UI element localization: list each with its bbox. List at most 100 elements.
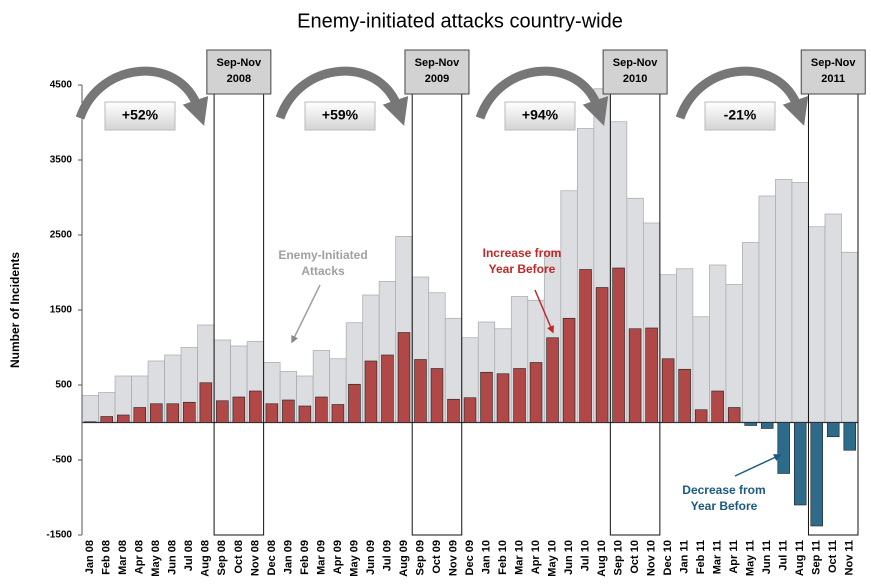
- total-bar: [824, 213, 842, 423]
- change-bar: [661, 358, 675, 423]
- change-bar: [298, 405, 312, 423]
- window-label: 2009: [425, 73, 449, 85]
- change-bar: [595, 287, 609, 423]
- x-tick-label: Sep 08: [216, 540, 228, 575]
- change-bar: [694, 409, 708, 423]
- window-frame: [213, 74, 265, 536]
- chart-title: Enemy-initiated attacks country-wide: [297, 10, 623, 32]
- x-tick-label: Nov 10: [646, 540, 658, 576]
- annotation-arrow: [291, 284, 321, 344]
- window-label: 2008: [227, 73, 251, 85]
- x-tick-label: Sep 09: [414, 540, 426, 575]
- x-tick-label: Jul 10: [579, 540, 591, 571]
- x-tick-label: Feb 08: [101, 540, 113, 575]
- change-bar: [232, 396, 246, 423]
- change-bar: [117, 414, 130, 423]
- change-arrow: [75, 66, 209, 126]
- x-tick-label: May 10: [546, 540, 558, 577]
- x-tick-label: Sep 10: [613, 540, 625, 575]
- window-label: Sep-Nov: [415, 57, 461, 69]
- change-label: -21%: [724, 107, 757, 123]
- change-bar: [612, 267, 625, 423]
- x-tick-label: May 08: [150, 540, 162, 577]
- window-label: 2010: [623, 73, 647, 85]
- change-bar: [678, 368, 691, 423]
- change-bar: [843, 422, 856, 451]
- change-bar: [331, 404, 345, 423]
- change-label: +52%: [122, 107, 159, 123]
- total-bar: [808, 226, 826, 423]
- y-tick-label: -500: [52, 455, 72, 466]
- x-tick-label: Feb 10: [497, 540, 509, 575]
- x-tick-label: May 09: [348, 540, 360, 577]
- total-bar: [725, 284, 743, 423]
- change-bar: [760, 422, 774, 429]
- total-bar: [841, 251, 859, 423]
- change-bar: [744, 422, 757, 426]
- change-bar: [216, 400, 229, 423]
- x-tick-label: Nov 08: [249, 540, 261, 576]
- y-tick-label: 500: [55, 380, 72, 391]
- window-label-box: [206, 49, 272, 95]
- x-tick-label: Jun 08: [167, 540, 179, 575]
- x-tick-label: Aug 10: [596, 540, 608, 577]
- total-bar: [775, 179, 793, 423]
- window-label-box: [800, 49, 866, 95]
- y-axis-label: Number of Incidents: [8, 252, 22, 368]
- window-label: Sep-Nov: [613, 57, 659, 69]
- change-box: [704, 101, 776, 131]
- x-tick-label: May 11: [745, 540, 757, 576]
- change-bar: [777, 422, 790, 474]
- change-box: [104, 101, 176, 131]
- x-tick-label: Jan 10: [480, 540, 492, 574]
- change-bar: [199, 382, 213, 423]
- window-label: Sep-Nov: [811, 57, 857, 69]
- x-tick-label: Jul 08: [183, 540, 195, 571]
- x-tick-label: Jul 09: [381, 540, 393, 571]
- window-label: Sep-Nov: [217, 57, 263, 69]
- x-tick-label: Dec 10: [662, 540, 674, 575]
- change-bar: [166, 403, 180, 423]
- change-bar: [513, 368, 526, 423]
- change-bar: [364, 360, 378, 423]
- change-box: [504, 101, 576, 131]
- total-bar: [758, 195, 776, 423]
- x-tick-label: Mar 10: [513, 540, 525, 575]
- change-bar: [480, 371, 493, 423]
- change-bar: [348, 383, 361, 423]
- change-bar: [546, 337, 559, 423]
- x-tick-label: Jan 11: [679, 540, 691, 574]
- change-arrow: [475, 66, 609, 126]
- annotation-arrow: [534, 289, 554, 334]
- change-bar: [579, 269, 592, 423]
- window-label-box: [404, 49, 470, 95]
- annotation: Decrease from: [682, 483, 765, 497]
- change-bar: [628, 328, 642, 423]
- change-arrow: [675, 66, 809, 126]
- change-bar: [183, 401, 196, 423]
- change-bar: [265, 403, 279, 423]
- x-tick-label: Oct 08: [233, 540, 245, 574]
- change-bar: [645, 327, 658, 423]
- change-bar: [282, 399, 295, 423]
- annotation: Year Before: [691, 499, 758, 513]
- x-tick-label: Jul 11: [778, 540, 790, 571]
- change-bar: [727, 407, 741, 423]
- y-tick-label: 2500: [50, 230, 73, 241]
- change-bar: [315, 396, 328, 423]
- x-tick-label: Jun 09: [365, 540, 377, 575]
- change-bar: [133, 407, 147, 423]
- change-bar: [84, 421, 97, 423]
- change-bar: [150, 403, 163, 423]
- change-bar: [249, 390, 262, 423]
- x-tick-label: Feb 11: [695, 540, 707, 574]
- y-tick-label: 1500: [50, 305, 73, 316]
- x-tick-label: Jun 11: [761, 540, 773, 574]
- change-bar: [793, 422, 807, 506]
- x-tick-label: Oct 11: [827, 540, 839, 573]
- annotation: Year Before: [489, 262, 556, 276]
- total-bar: [791, 182, 809, 423]
- x-tick-label: Oct 10: [629, 540, 641, 574]
- annotation: Enemy-Initiated: [278, 248, 367, 262]
